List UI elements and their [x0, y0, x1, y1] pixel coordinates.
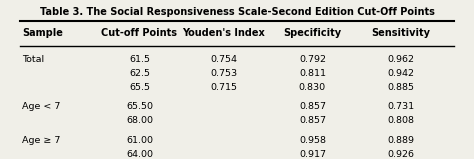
Text: 61.5: 61.5: [129, 55, 150, 64]
Text: 64.00: 64.00: [126, 150, 153, 159]
Text: 0.731: 0.731: [388, 102, 415, 111]
Text: Specificity: Specificity: [283, 28, 341, 38]
Text: 0.926: 0.926: [388, 150, 415, 159]
Text: 0.942: 0.942: [388, 69, 415, 78]
Text: Youden's Index: Youden's Index: [182, 28, 265, 38]
Text: Sensitivity: Sensitivity: [372, 28, 431, 38]
Text: 65.5: 65.5: [129, 83, 150, 92]
Text: 65.50: 65.50: [126, 102, 153, 111]
Text: Age < 7: Age < 7: [22, 102, 60, 111]
Text: 0.917: 0.917: [299, 150, 326, 159]
Text: Table 3. The Social Responsiveness Scale-Second Edition Cut-Off Points: Table 3. The Social Responsiveness Scale…: [39, 7, 435, 17]
Text: 0.792: 0.792: [299, 55, 326, 64]
Text: 68.00: 68.00: [126, 116, 153, 125]
Text: Sample: Sample: [22, 28, 63, 38]
Text: 0.808: 0.808: [388, 116, 415, 125]
Text: 0.962: 0.962: [388, 55, 415, 64]
Text: Age ≥ 7: Age ≥ 7: [22, 136, 60, 145]
Text: 0.753: 0.753: [210, 69, 237, 78]
Text: Total: Total: [22, 55, 44, 64]
Text: 0.889: 0.889: [388, 136, 415, 145]
Text: 0.857: 0.857: [299, 102, 326, 111]
Text: 0.885: 0.885: [388, 83, 415, 92]
Text: 0.857: 0.857: [299, 116, 326, 125]
Text: 0.958: 0.958: [299, 136, 326, 145]
Text: 0.830: 0.830: [299, 83, 326, 92]
Text: 0.715: 0.715: [210, 83, 237, 92]
Text: 0.754: 0.754: [210, 55, 237, 64]
Text: Cut-off Points: Cut-off Points: [101, 28, 177, 38]
Text: 0.811: 0.811: [299, 69, 326, 78]
Text: 62.5: 62.5: [129, 69, 150, 78]
Text: 61.00: 61.00: [126, 136, 153, 145]
